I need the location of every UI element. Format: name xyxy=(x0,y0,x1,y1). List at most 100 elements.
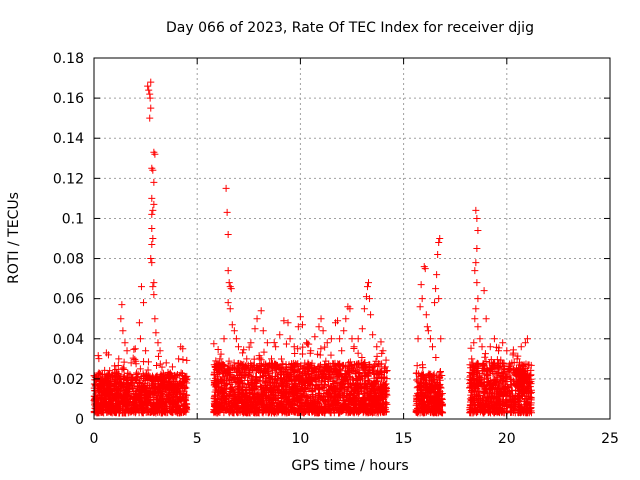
x-axis-label: GPS time / hours xyxy=(291,458,408,474)
data-point xyxy=(331,394,339,402)
data-point xyxy=(249,381,257,389)
data-point xyxy=(505,367,513,375)
data-point xyxy=(327,405,335,413)
data-point xyxy=(355,385,363,393)
data-point xyxy=(501,366,509,374)
data-point xyxy=(244,408,252,416)
data-point xyxy=(487,356,495,364)
data-point xyxy=(515,372,523,380)
data-point xyxy=(137,394,145,402)
data-point xyxy=(121,372,129,380)
data-point xyxy=(296,313,304,321)
data-point xyxy=(525,393,533,401)
data-point xyxy=(528,388,536,396)
data-point xyxy=(232,335,240,343)
data-point xyxy=(315,373,323,381)
data-point xyxy=(246,367,254,375)
data-point xyxy=(332,385,340,393)
data-point xyxy=(124,384,132,392)
data-point xyxy=(248,386,256,394)
data-point xyxy=(274,406,282,414)
data-point xyxy=(171,383,179,391)
data-point xyxy=(473,245,481,253)
data-point xyxy=(260,386,268,394)
data-point xyxy=(436,384,444,392)
data-point xyxy=(434,251,442,259)
data-point xyxy=(516,366,524,374)
data-point xyxy=(294,323,302,331)
data-point xyxy=(486,343,494,351)
data-point xyxy=(243,384,251,392)
data-point xyxy=(372,383,380,391)
data-point xyxy=(476,374,484,382)
data-point xyxy=(178,382,186,390)
data-point xyxy=(126,379,134,387)
data-point xyxy=(141,388,149,396)
data-point xyxy=(352,400,360,408)
data-point xyxy=(435,373,443,381)
data-point xyxy=(179,345,187,353)
data-point xyxy=(168,397,176,405)
data-point xyxy=(417,379,425,387)
data-point xyxy=(486,365,494,373)
data-point xyxy=(108,387,116,395)
data-point xyxy=(314,381,322,389)
data-point xyxy=(183,356,191,364)
data-point xyxy=(377,338,385,346)
data-point xyxy=(250,355,258,363)
data-point xyxy=(260,368,268,376)
data-point xyxy=(334,317,342,325)
data-point xyxy=(317,370,325,378)
data-point xyxy=(482,383,490,391)
data-point xyxy=(520,379,528,387)
data-point xyxy=(123,347,131,355)
data-point xyxy=(146,114,154,122)
data-point xyxy=(247,339,255,347)
data-point xyxy=(420,377,428,385)
data-point xyxy=(296,363,304,371)
data-point xyxy=(130,345,138,353)
data-point xyxy=(517,343,525,351)
data-point xyxy=(123,380,131,388)
data-point xyxy=(307,380,315,388)
data-point xyxy=(100,395,108,403)
data-point xyxy=(333,400,341,408)
data-point xyxy=(435,295,443,303)
data-point xyxy=(413,394,421,402)
data-point xyxy=(472,305,480,313)
data-point xyxy=(247,360,255,368)
data-point xyxy=(520,409,528,417)
data-point xyxy=(437,408,445,416)
data-point xyxy=(249,404,257,412)
data-point xyxy=(344,384,352,392)
data-point xyxy=(471,383,479,391)
data-point xyxy=(118,398,126,406)
data-point xyxy=(309,391,317,399)
data-point xyxy=(251,376,259,384)
data-point xyxy=(210,340,218,348)
data-point xyxy=(161,385,169,393)
data-point xyxy=(318,408,326,416)
data-point xyxy=(520,370,528,378)
data-point xyxy=(299,343,307,351)
data-point xyxy=(435,380,443,388)
data-point xyxy=(230,327,238,335)
data-point xyxy=(290,359,298,367)
data-point xyxy=(274,386,282,394)
data-point xyxy=(418,295,426,303)
data-point xyxy=(150,291,158,299)
data-point xyxy=(317,345,325,353)
data-point xyxy=(480,388,488,396)
data-point xyxy=(163,384,171,392)
data-point xyxy=(115,370,123,378)
data-point xyxy=(381,363,389,371)
data-point xyxy=(136,365,144,373)
data-point xyxy=(345,368,353,376)
data-point xyxy=(281,381,289,389)
data-point xyxy=(227,399,235,407)
data-point xyxy=(302,370,310,378)
points-layer xyxy=(90,78,536,417)
data-point xyxy=(361,382,369,390)
data-point xyxy=(148,210,156,218)
data-point xyxy=(527,404,535,412)
